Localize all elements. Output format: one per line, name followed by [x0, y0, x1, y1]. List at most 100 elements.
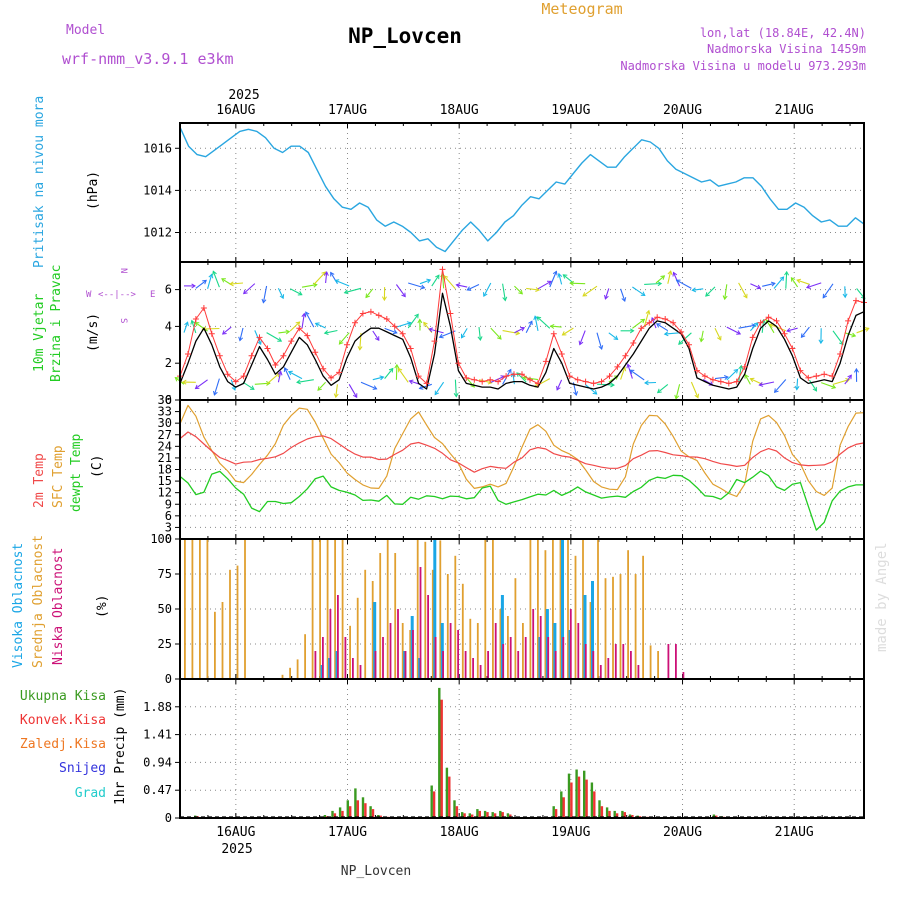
- gust-marker: [591, 380, 597, 386]
- mid-cloud-bar: [312, 539, 314, 679]
- wind-arrow: [318, 382, 326, 390]
- total-precip-bar: [339, 807, 341, 818]
- product-title: Meteogram: [541, 0, 622, 18]
- gust-marker: [559, 351, 565, 357]
- bottom-date-label: 20AUG: [663, 825, 702, 840]
- low-cloud-bar: [435, 637, 437, 679]
- mid-cloud-bar: [650, 645, 652, 679]
- low-cloud-bar: [570, 609, 572, 679]
- low-cloud-bar: [480, 665, 482, 679]
- cloud-ytick-label: 0: [165, 672, 172, 686]
- mid-cloud-bar: [319, 539, 321, 679]
- low-cloud-bar: [577, 623, 579, 679]
- wind-arrow: [396, 285, 405, 297]
- low-cloud-bar: [585, 644, 587, 679]
- top-date-label: 16AUG: [216, 103, 255, 118]
- wind-arrow: [727, 370, 738, 381]
- gust-marker: [853, 298, 859, 304]
- pressure-unit: (hPa): [86, 171, 101, 210]
- gust-marker: [209, 331, 215, 337]
- wind-ylabel-2: Brzina i Pravac: [49, 265, 64, 382]
- mid-cloud-bar: [304, 634, 306, 679]
- cloud-unit: (%): [95, 595, 110, 618]
- low-cloud-bar: [442, 651, 444, 679]
- gust-marker: [845, 318, 851, 324]
- cloud-ylabel-2: Srednja Oblacnost: [31, 535, 46, 668]
- temp-ylabel-1: 2m Temp: [32, 453, 47, 508]
- low-cloud-bar: [390, 623, 392, 679]
- low-cloud-bar: [412, 630, 414, 679]
- wind-arrow: [385, 369, 393, 379]
- wind-arrow: [196, 380, 208, 389]
- convective-precip-bar: [357, 800, 359, 818]
- gust-marker: [774, 318, 780, 324]
- gust-marker: [408, 346, 414, 352]
- total-precip-bar: [575, 770, 577, 819]
- temp-unit: (C): [90, 455, 105, 478]
- gust-marker: [702, 373, 708, 379]
- wind-arrow: [823, 284, 833, 298]
- mid-cloud-bar: [635, 574, 637, 679]
- wind-arrow: [739, 283, 747, 298]
- gust-marker: [726, 380, 732, 386]
- total-precip-bar: [331, 811, 333, 818]
- mid-cloud-bar: [387, 539, 389, 679]
- gust-marker: [599, 379, 605, 385]
- legend-graupel: Grad: [75, 786, 106, 801]
- mid-cloud-bar: [199, 539, 201, 679]
- low-cloud-bar: [420, 567, 422, 679]
- low-cloud-bar: [592, 651, 594, 679]
- gust-marker: [249, 353, 255, 359]
- gust-marker: [440, 266, 446, 272]
- gust-marker: [686, 342, 692, 348]
- compass-n: N: [118, 268, 128, 273]
- cloud-ytick-label: 50: [158, 602, 172, 616]
- low-cloud-bar: [427, 595, 429, 679]
- mid-cloud-bar: [642, 556, 644, 679]
- bottom-date-label: 18AUG: [440, 825, 479, 840]
- gust-marker: [583, 379, 589, 385]
- precip-ytick-label: 0.94: [143, 755, 172, 769]
- low-cloud-bar: [540, 616, 542, 679]
- top-date-label: 20AUG: [663, 103, 702, 118]
- temperature-frame: [180, 400, 864, 539]
- mid-cloud-bar: [484, 539, 486, 679]
- model-elevation-label: Nadmorska Visina u modelu 973.293m: [620, 59, 866, 73]
- mid-cloud-bar: [237, 566, 239, 679]
- convective-precip-bar: [479, 811, 481, 818]
- panels: 1016101410126420363330272421181512963010…: [143, 123, 869, 825]
- precip-frame: [180, 679, 864, 818]
- low-cloud-bar: [495, 623, 497, 679]
- gust-marker: [766, 314, 772, 320]
- wind-arrow: [408, 314, 418, 328]
- wind-arrow: [786, 272, 787, 289]
- wind-arrow: [658, 384, 668, 392]
- wind-arrow: [196, 280, 206, 288]
- low-cloud-bar: [630, 651, 632, 679]
- mid-cloud-bar: [342, 539, 344, 679]
- mid-cloud-bar: [477, 623, 479, 679]
- total-precip-bar: [568, 774, 570, 818]
- total-precip-bar: [438, 688, 440, 818]
- total-precip-bar: [347, 800, 349, 818]
- total-precip-bar: [553, 806, 555, 818]
- wind-arrow: [289, 372, 302, 379]
- wind-arrow: [484, 283, 491, 296]
- mid-cloud-bar: [492, 539, 494, 679]
- mid-cloud-bar: [364, 570, 366, 679]
- pressure-ytick-label: 1014: [143, 183, 172, 197]
- mid-cloud-bar: [454, 556, 456, 679]
- total-precip-bar: [362, 797, 364, 818]
- wind-arrow: [691, 382, 698, 398]
- low-cloud-bar: [615, 644, 617, 679]
- mid-cloud-bar: [357, 598, 359, 679]
- wind-arrow: [537, 317, 550, 328]
- gust-marker: [630, 340, 636, 346]
- pressure-frame: [180, 123, 864, 262]
- wind-arrow: [435, 382, 443, 394]
- gust-marker: [471, 377, 477, 383]
- pressure-ylabel: Pritisak na nivou mora: [32, 96, 47, 268]
